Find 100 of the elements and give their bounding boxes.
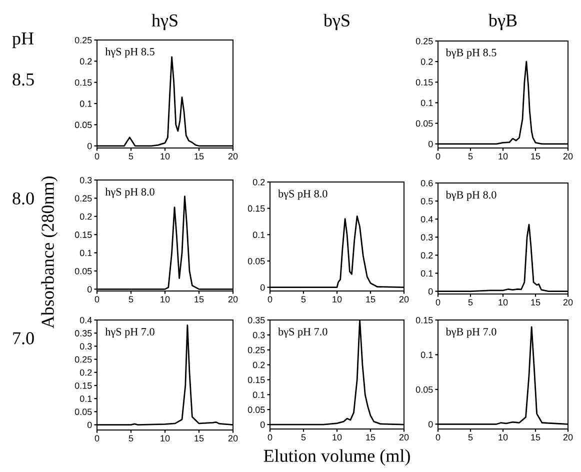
- x-tick-label: 20: [563, 299, 573, 306]
- y-tick-label: 0.35: [74, 330, 92, 336]
- annotation: hγS pH 8.5: [105, 48, 154, 58]
- y-tick-label: 0.15: [416, 316, 433, 324]
- x-tick-label: 0: [436, 434, 440, 440]
- y-tick-label: 0.2: [252, 178, 265, 186]
- y-tick-label: 0: [87, 142, 92, 150]
- annotation: bγB pH 8.5: [446, 48, 496, 59]
- y-tick-label: 0.1: [80, 396, 92, 402]
- y-tick-label: 0.2: [252, 362, 265, 368]
- y-tick-label: 0.5: [420, 198, 433, 204]
- text: 8.0: [12, 192, 34, 205]
- y-tick-label: 0.2: [420, 58, 433, 65]
- y-axis-title: Absorbance (280nm): [41, 176, 58, 328]
- x-tick-label: 15: [531, 299, 540, 306]
- y-tick-label: 0.2: [420, 252, 433, 259]
- x-tick-label: 20: [563, 153, 573, 160]
- y-tick-label: 0: [428, 421, 433, 428]
- x-tick-label: 20: [228, 153, 238, 160]
- x-tick-label: 15: [366, 296, 376, 302]
- y-tick-label: 0.05: [74, 408, 92, 416]
- x-tick-label: 10: [498, 153, 508, 160]
- x-tick-label: 0: [436, 299, 440, 306]
- y-tick-label: 0.05: [74, 268, 92, 274]
- annotation: hγS pH 8.0: [105, 188, 154, 198]
- annotation: bγS pH 8.0: [278, 190, 328, 200]
- y-tick-label: 0.15: [74, 232, 92, 238]
- y-tick-label: 0.05: [74, 122, 92, 128]
- y-tick-label: 0.3: [80, 343, 92, 350]
- y-tick-label: 0.1: [420, 100, 433, 106]
- y-tick-label: 0: [260, 284, 265, 291]
- y-tick-label: 0.15: [74, 382, 92, 389]
- x-tick-label: 0: [436, 153, 440, 160]
- y-tick-label: 0.3: [80, 176, 92, 184]
- y-tick-label: 0.25: [248, 346, 265, 354]
- y-tick-label: 0.1: [420, 352, 433, 358]
- x-axis-title: Elution volume (ml): [264, 449, 410, 466]
- x-tick-label: 5: [301, 434, 306, 440]
- x-tick-label: 15: [531, 434, 540, 440]
- x-tick-label: 20: [228, 296, 238, 302]
- x-tick-label: 20: [563, 434, 573, 440]
- x-tick-label: 20: [399, 434, 409, 440]
- y-tick-label: 0.25: [74, 195, 92, 202]
- x-tick-label: 15: [194, 435, 204, 442]
- y-tick-label: 0.1: [80, 100, 92, 107]
- y-tick-label: 0.25: [74, 356, 92, 363]
- y-tick-label: 0.1: [80, 250, 92, 256]
- y-tick-label: 0.4: [80, 316, 92, 324]
- chart-title: bγB: [488, 14, 517, 30]
- y-tick-label: 0.2: [80, 58, 92, 65]
- x-tick-label: 5: [128, 435, 134, 442]
- x-tick-label: 0: [94, 153, 100, 160]
- y-tick-label: 0.2: [80, 369, 92, 376]
- text: 8.5: [12, 73, 34, 86]
- y-tick-label: 0.4: [420, 216, 433, 222]
- y-tick-label: 0.3: [420, 234, 433, 241]
- x-tick-label: 20: [228, 435, 238, 442]
- y-tick-label: 0.1: [420, 270, 433, 277]
- chart-title: hγS: [152, 14, 178, 30]
- x-tick-label: 5: [468, 299, 473, 306]
- x-tick-label: 5: [468, 153, 473, 160]
- y-tick-label: 0.6: [420, 180, 433, 186]
- x-tick-label: 10: [498, 299, 508, 306]
- y-tick-label: 0.05: [248, 406, 265, 413]
- y-tick-label: 0.2: [80, 213, 92, 220]
- y-tick-label: 0.1: [252, 392, 265, 398]
- x-tick-label: 0: [268, 434, 272, 440]
- y-tick-label: 0.35: [248, 316, 265, 324]
- x-tick-label: 15: [366, 434, 376, 440]
- chart-title: bγS: [323, 14, 350, 30]
- y-tick-label: 0.05: [248, 258, 265, 264]
- x-tick-label: 15: [531, 153, 540, 160]
- annotation: hγS pH 7.0: [105, 328, 154, 338]
- x-tick-label: 5: [301, 296, 306, 302]
- y-tick-label: 0.15: [248, 205, 265, 212]
- x-tick-label: 0: [94, 435, 100, 442]
- x-tick-label: 10: [498, 434, 508, 440]
- y-tick-label: 0.05: [416, 386, 433, 393]
- y-tick-label: 0.15: [416, 79, 433, 86]
- y-tick-label: 0: [428, 140, 433, 148]
- y-tick-label: 0: [87, 286, 92, 293]
- annotation: bγS pH 7.0: [278, 328, 328, 338]
- x-tick-label: 10: [160, 153, 170, 160]
- x-tick-label: 15: [194, 296, 204, 302]
- x-tick-label: 5: [128, 296, 134, 302]
- x-tick-label: 10: [332, 434, 342, 440]
- y-tick-label: 0: [87, 422, 92, 428]
- y-tick-label: 0.1: [252, 232, 265, 238]
- y-tick-label: 0.25: [74, 36, 92, 44]
- x-tick-label: 10: [160, 435, 170, 442]
- x-tick-label: 5: [128, 153, 134, 160]
- y-tick-label: 0.15: [74, 79, 92, 86]
- text: pH: [12, 32, 34, 48]
- x-tick-label: 0: [94, 296, 100, 302]
- x-tick-label: 0: [268, 296, 272, 302]
- y-tick-label: 0: [428, 288, 433, 295]
- y-tick-label: 0.05: [416, 120, 433, 127]
- x-tick-label: 5: [468, 434, 473, 440]
- y-tick-label: 0: [260, 421, 265, 428]
- annotation: bγB pH 8.0: [446, 190, 496, 201]
